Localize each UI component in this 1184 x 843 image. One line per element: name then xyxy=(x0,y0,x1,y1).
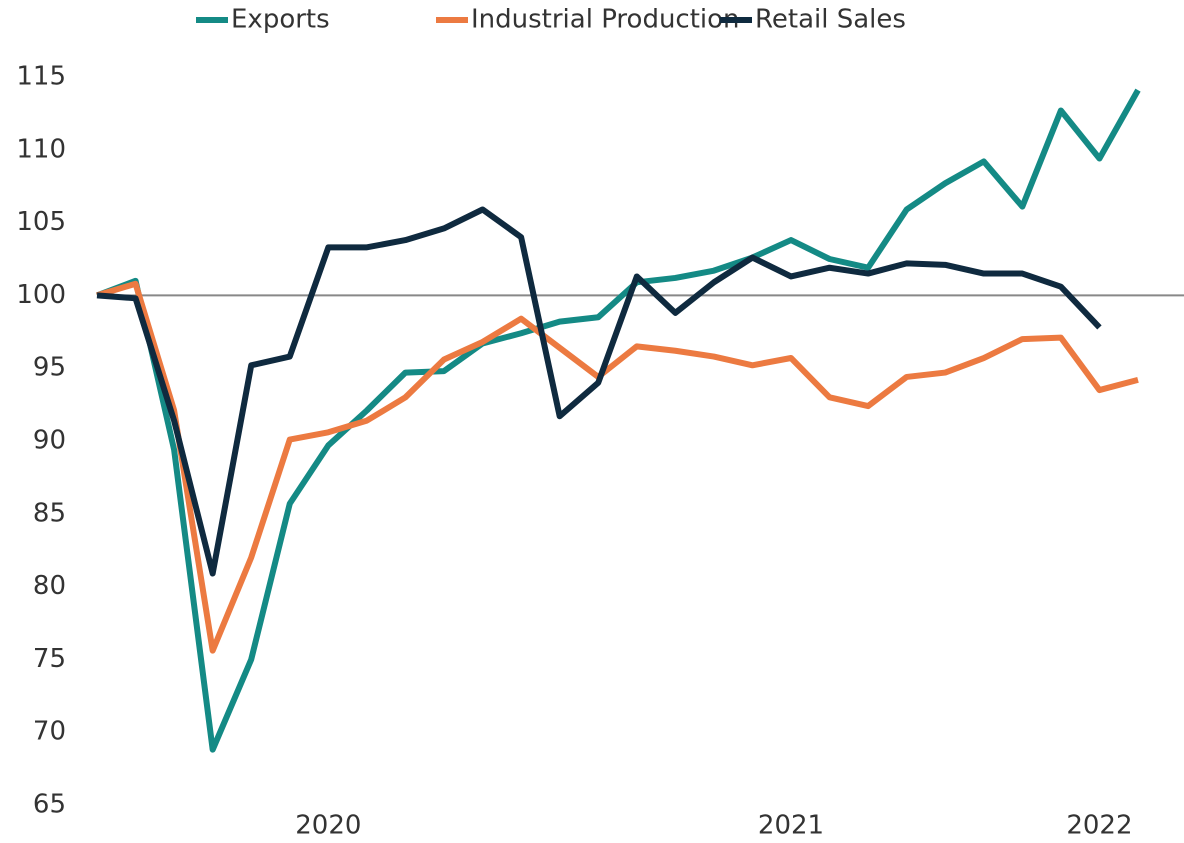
legend-label: Industrial Production xyxy=(471,5,740,35)
y-tick-label: 85 xyxy=(33,498,66,528)
series-line xyxy=(96,206,1102,577)
y-tick-label: 90 xyxy=(33,426,66,456)
x-tick-label: 2022 xyxy=(1066,811,1132,840)
x-tick-label: 2021 xyxy=(758,811,824,840)
y-tick-label: 110 xyxy=(16,134,66,164)
y-tick-label: 105 xyxy=(16,207,66,237)
x-tick-label: 2020 xyxy=(295,811,361,840)
series-line xyxy=(96,280,1139,654)
y-tick-label: 95 xyxy=(33,353,66,383)
y-tick-label: 65 xyxy=(33,790,66,820)
legend-label: Retail Sales xyxy=(755,5,906,35)
y-tick-label: 115 xyxy=(16,62,66,92)
y-tick-label: 75 xyxy=(33,644,66,674)
y-tick-label: 80 xyxy=(33,571,66,601)
y-tick-label: 70 xyxy=(33,717,66,747)
series-line xyxy=(95,88,1141,753)
y-tick-label: 100 xyxy=(16,280,66,310)
legend-label: Exports xyxy=(231,5,330,35)
